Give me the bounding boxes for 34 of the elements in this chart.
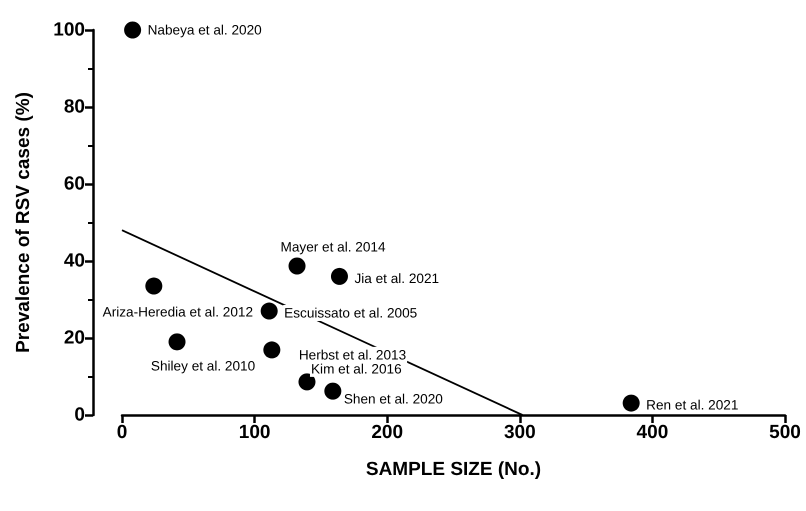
point xyxy=(298,373,316,390)
annotation: Herbst et al. 2013 xyxy=(298,347,406,362)
annotation: Ariza-Heredia et al. 2012 xyxy=(102,304,254,320)
annotation: Shen et al. 2020 xyxy=(344,392,444,407)
y-tick-label: 100 xyxy=(53,20,85,40)
annotation: Ren et al. 2021 xyxy=(646,398,738,413)
y-tick-label: 20 xyxy=(64,328,85,348)
point xyxy=(124,22,142,38)
y-tick-label: 40 xyxy=(64,250,85,272)
annotation: Nabeya et al. 2020 xyxy=(148,22,262,38)
point xyxy=(622,394,640,412)
x-tick-label: 500 xyxy=(769,422,801,443)
point xyxy=(263,341,280,358)
y-tick-label: 80 xyxy=(64,96,85,118)
annotation: Shiley et al. 2010 xyxy=(150,358,256,374)
annotation: Mayer et al. 2014 xyxy=(280,240,386,255)
y-axis-title: Prevalence of RSV cases (%) xyxy=(13,92,34,353)
point xyxy=(288,258,306,274)
y-tick-label: 60 xyxy=(64,174,85,194)
x-tick-label: 400 xyxy=(636,422,668,443)
point xyxy=(168,333,186,350)
point xyxy=(145,278,162,295)
point xyxy=(324,382,342,400)
annotation: Jia et al. 2021 xyxy=(354,270,440,286)
y-tick-label: 0 xyxy=(74,404,85,426)
x-axis-title: SAMPLE SIZE (No.) xyxy=(366,459,542,480)
x-tick-label: 0 xyxy=(116,422,128,443)
x-tick-label: 300 xyxy=(504,422,536,443)
point xyxy=(330,268,348,285)
annotation: Escuissato et al. 2005 xyxy=(284,306,418,321)
x-tick-label: 200 xyxy=(371,422,404,443)
point xyxy=(260,302,278,320)
annotation: Kim et al. 2016 xyxy=(310,361,402,376)
x-tick-label: 100 xyxy=(238,422,270,443)
